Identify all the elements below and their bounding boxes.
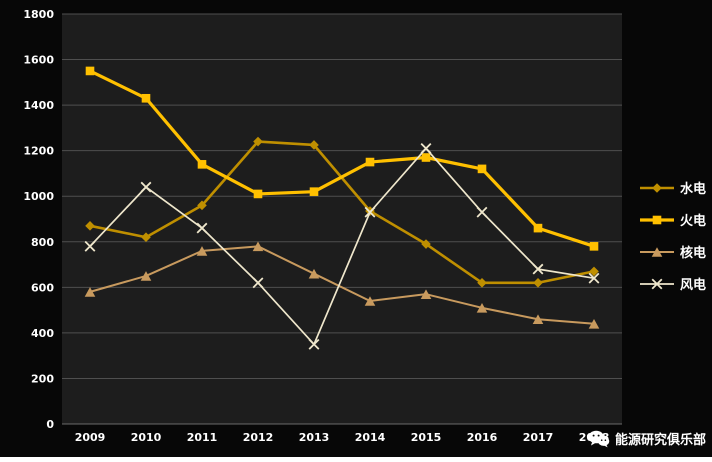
x-tick-label: 2010 xyxy=(131,431,162,444)
marker-square xyxy=(652,215,662,224)
legend: 水电 火电 核电 风电 xyxy=(639,178,706,293)
marker-triangle xyxy=(532,314,544,325)
legend-item-0: 水电 xyxy=(639,178,706,197)
y-tick-label: 1400 xyxy=(23,99,54,112)
marker-diamond xyxy=(589,266,599,277)
legend-label: 风电 xyxy=(679,278,706,293)
legend-marker-diamond xyxy=(639,182,674,193)
marker-x xyxy=(364,206,376,218)
x-tick-label: 2011 xyxy=(187,431,218,444)
x-tick-label: 2016 xyxy=(467,431,498,444)
marker-square xyxy=(533,223,543,233)
marker-triangle xyxy=(364,296,376,306)
marker-x xyxy=(252,277,264,289)
marker-diamond xyxy=(253,136,263,147)
y-tick-label: 600 xyxy=(31,281,54,294)
marker-triangle xyxy=(140,271,152,281)
marker-square xyxy=(477,164,487,174)
legend-marker-triangle xyxy=(639,246,674,257)
marker-diamond xyxy=(197,200,207,211)
marker-triangle xyxy=(252,241,264,252)
marker-diamond xyxy=(141,232,151,243)
x-tick-label: 2013 xyxy=(299,431,330,444)
x-tick-label: 2014 xyxy=(355,431,386,444)
marker-x xyxy=(651,278,663,289)
legend-item-1: 火电 xyxy=(639,210,706,229)
marker-triangle xyxy=(476,303,488,313)
marker-square xyxy=(365,157,375,167)
marker-x xyxy=(420,142,432,154)
marker-diamond xyxy=(309,140,319,150)
wechat-icon xyxy=(588,430,610,447)
marker-x xyxy=(308,338,320,350)
marker-square xyxy=(253,189,263,199)
series-line-2 xyxy=(84,241,600,329)
marker-square xyxy=(589,242,599,251)
x-tick-label: 2015 xyxy=(411,431,442,444)
y-tick-label: 200 xyxy=(31,372,54,385)
y-tick-label: 400 xyxy=(31,327,54,340)
marker-square xyxy=(197,160,207,169)
marker-diamond xyxy=(85,221,95,231)
legend-label: 核电 xyxy=(679,246,706,261)
marker-triangle xyxy=(308,268,320,279)
series-line-1 xyxy=(85,66,599,251)
series-path xyxy=(89,245,595,325)
y-tick-label: 1200 xyxy=(23,145,54,158)
series-line-3 xyxy=(84,142,600,350)
legend-label: 水电 xyxy=(679,182,706,197)
legend-item-3: 风电 xyxy=(639,274,706,293)
watermark-text: 能源研究俱乐部 xyxy=(614,433,706,448)
marker-diamond xyxy=(533,277,543,288)
marker-triangle xyxy=(420,289,432,299)
x-tick-label: 2009 xyxy=(75,431,106,444)
marker-x xyxy=(140,181,152,193)
marker-triangle xyxy=(84,287,96,297)
x-tick-label: 2017 xyxy=(523,431,554,444)
marker-square xyxy=(85,66,95,76)
series-path xyxy=(89,147,595,346)
marker-square xyxy=(309,187,319,196)
marker-triangle xyxy=(588,318,600,329)
marker-x xyxy=(84,240,96,252)
marker-diamond xyxy=(477,277,487,288)
bottom-strip xyxy=(0,457,712,462)
marker-square xyxy=(141,93,151,103)
y-tick-label: 0 xyxy=(46,418,54,431)
x-tick-label: 2012 xyxy=(243,431,274,444)
y-tick-label: 800 xyxy=(31,236,54,249)
legend-item-2: 核电 xyxy=(639,242,706,261)
plot-area xyxy=(62,14,622,424)
marker-x xyxy=(532,263,544,275)
marker-diamond xyxy=(652,182,662,193)
marker-triangle xyxy=(651,246,663,257)
marker-square xyxy=(421,153,431,162)
y-tick-label: 1000 xyxy=(23,190,54,203)
marker-x xyxy=(196,222,208,234)
marker-x xyxy=(588,272,600,284)
watermark: 能源研究俱乐部 xyxy=(588,429,706,448)
y-tick-label: 1600 xyxy=(23,54,54,67)
marker-diamond xyxy=(421,239,431,249)
legend-marker-x xyxy=(639,278,674,289)
legend-label: 火电 xyxy=(679,214,706,229)
marker-x xyxy=(476,206,488,218)
marker-triangle xyxy=(196,246,208,256)
series-path xyxy=(89,69,595,248)
legend-marker-square xyxy=(639,215,674,224)
y-tick-label: 1800 xyxy=(23,8,54,21)
